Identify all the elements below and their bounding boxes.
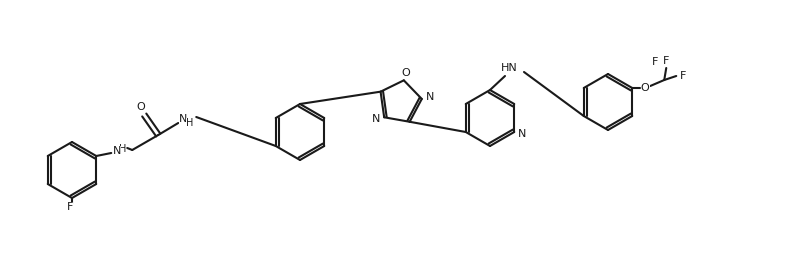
Text: N: N: [372, 114, 381, 124]
Text: H: H: [119, 144, 126, 154]
Text: N: N: [518, 129, 527, 139]
Text: F: F: [680, 71, 687, 81]
Text: N: N: [426, 92, 434, 102]
Text: F: F: [652, 57, 659, 67]
Text: F: F: [663, 56, 670, 66]
Text: N: N: [113, 146, 121, 156]
Text: H: H: [186, 118, 193, 128]
Text: HN: HN: [501, 63, 517, 73]
Text: F: F: [67, 202, 74, 212]
Text: O: O: [137, 102, 145, 112]
Text: O: O: [641, 83, 650, 93]
Text: O: O: [402, 68, 410, 78]
Text: N: N: [179, 114, 187, 124]
